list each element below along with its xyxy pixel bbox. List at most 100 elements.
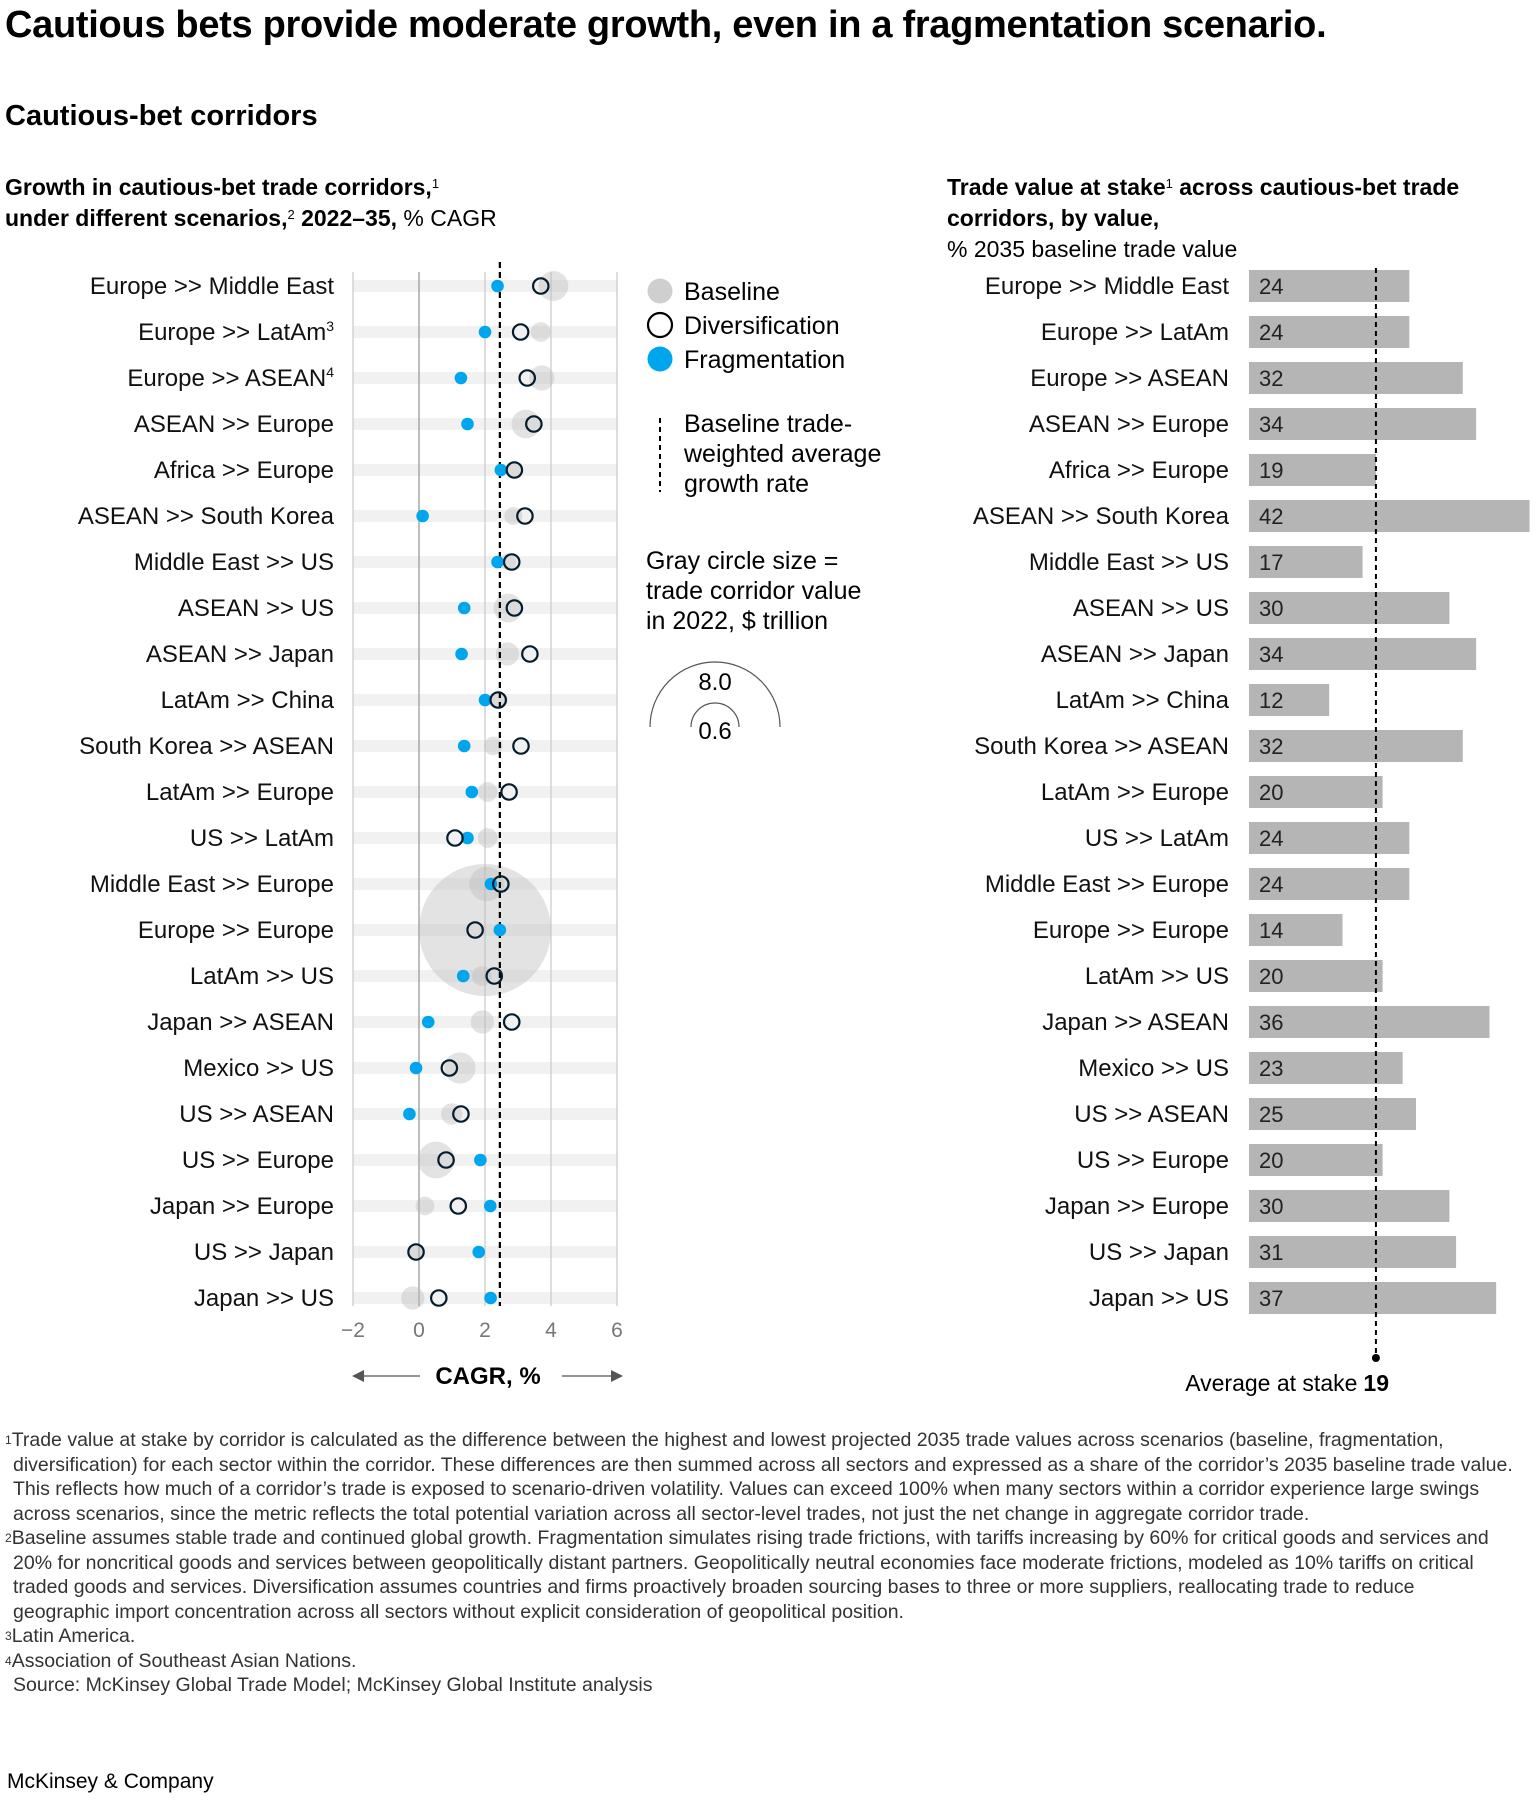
left-category-label: Japan >> Europe	[150, 1193, 334, 1220]
stake-bar	[1249, 1282, 1497, 1314]
baseline-point	[444, 1052, 476, 1084]
category-text: US >> LatAm	[190, 825, 334, 852]
stake-bar	[1249, 270, 1410, 302]
left-category-label: ASEAN >> US	[178, 595, 334, 622]
bar-value-label: 24	[1259, 826, 1283, 851]
category-text: Europe >> ASEAN	[127, 365, 326, 392]
left-title-part1: Growth in cautious-bet trade corridors,	[5, 174, 432, 200]
right-category-label: Mexico >> US	[1078, 1055, 1229, 1082]
baseline-point	[419, 864, 551, 996]
footnote-marker: 2	[5, 1531, 12, 1545]
left-category-label: US >> Japan	[194, 1239, 334, 1266]
right-title-part1: Trade value at stake	[947, 174, 1166, 200]
footnote-text: Latin America.	[11, 1625, 136, 1647]
legend-baseline-swatch	[647, 278, 673, 304]
left-category-label: Europe >> ASEAN4	[127, 364, 334, 392]
footnote-text: Association of Southeast Asian Nations.	[11, 1649, 357, 1672]
fragmentation-point	[472, 1245, 486, 1259]
right-category-label: Europe >> Europe	[1033, 917, 1229, 944]
fragmentation-point	[461, 417, 474, 431]
diversification-point	[531, 277, 550, 295]
legend-size-small-label: 0.6	[698, 718, 731, 745]
left-category-label: US >> Europe	[182, 1147, 334, 1174]
right-category-label: ASEAN >> Japan	[1041, 641, 1229, 668]
diversification-point	[525, 415, 543, 433]
baseline-point	[495, 642, 520, 666]
left-category-label: US >> LatAm	[190, 825, 334, 852]
footnote-ref: 2	[287, 207, 295, 222]
right-category-label: Europe >> LatAm	[1041, 319, 1229, 346]
right-category-label: LatAm >> China	[1056, 687, 1230, 714]
fragmentation-point	[484, 1291, 497, 1305]
stake-bar	[1249, 822, 1410, 854]
stake-bar	[1249, 546, 1363, 578]
fragmentation-point	[454, 371, 468, 385]
left-category-label: ASEAN >> Europe	[134, 411, 334, 438]
bar-value-label: 32	[1259, 366, 1283, 391]
category-text: LatAm >> Europe	[146, 779, 334, 806]
fragmentation-point	[478, 693, 492, 707]
footnote-ref: 3	[326, 318, 334, 334]
right-category-label: Japan >> Europe	[1045, 1193, 1229, 1220]
fragmentation-point	[474, 1153, 487, 1167]
fragmentation-point	[491, 555, 504, 569]
stake-bar	[1249, 1052, 1403, 1084]
category-text: Japan >> US	[194, 1285, 334, 1312]
fragmentation-point	[465, 785, 479, 799]
bar-value-label: 30	[1259, 1194, 1283, 1219]
footnote-4: 4Association of Southeast Asian Nations.	[5, 1649, 1515, 1674]
bar-value-label: 30	[1259, 596, 1283, 621]
footnote-ref: 1	[431, 176, 440, 191]
left-title-part2: under different scenarios,	[5, 205, 288, 231]
footnote-text: Trade value at stake by corridor is calc…	[11, 1429, 1513, 1525]
diversification-point	[452, 1105, 470, 1123]
bar-value-label: 23	[1259, 1056, 1283, 1081]
diversification-point	[485, 967, 504, 985]
footnote-ref: 4	[326, 364, 334, 380]
left-category-label: Japan >> US	[194, 1285, 334, 1312]
fragmentation-point	[403, 1107, 416, 1121]
right-category-label: South Korea >> ASEAN	[974, 733, 1229, 760]
arrow-left-icon	[352, 1370, 364, 1382]
bar-value-label: 20	[1259, 780, 1283, 805]
x-tick-label: 0	[413, 1319, 425, 1342]
legend-baseline-label: Baseline	[684, 278, 780, 306]
right-category-label: Europe >> Middle East	[985, 273, 1229, 300]
bar-value-label: 12	[1259, 688, 1283, 713]
right-category-label: Japan >> ASEAN	[1042, 1009, 1229, 1036]
right-category-label: US >> LatAm	[1085, 825, 1229, 852]
left-category-label: Mexico >> US	[183, 1055, 334, 1082]
baseline-point	[477, 828, 498, 848]
left-category-label: Middle East >> Europe	[90, 871, 334, 898]
stake-bar	[1249, 684, 1330, 716]
bar-value-label: 34	[1259, 642, 1283, 667]
bar-value-label: 24	[1259, 872, 1283, 897]
right-category-label: ASEAN >> Europe	[1029, 411, 1229, 438]
stake-bar	[1249, 638, 1477, 670]
legend-average-label: weighted average	[683, 440, 881, 468]
source-note: Source: McKinsey Global Trade Model; McK…	[13, 1674, 653, 1696]
baseline-point	[477, 782, 498, 802]
baseline-point	[471, 966, 492, 986]
footnote-marker: 3	[5, 1629, 12, 1643]
legend-average-label: growth rate	[684, 470, 809, 498]
left-category-label: Africa >> Europe	[154, 457, 334, 484]
bar-value-label: 31	[1259, 1240, 1283, 1265]
legend-fragmentation-swatch	[647, 346, 673, 372]
category-text: ASEAN >> South Korea	[78, 503, 335, 530]
right-title-unit: % 2035 baseline trade value	[947, 236, 1238, 262]
category-text: Europe >> Middle East	[90, 273, 334, 300]
stake-bar	[1249, 1144, 1383, 1176]
stake-bar	[1249, 960, 1383, 992]
category-text: ASEAN >> US	[178, 595, 334, 622]
baseline-point	[415, 1196, 435, 1216]
stake-bar	[1249, 1098, 1416, 1130]
diversification-point	[407, 1243, 425, 1261]
fragmentation-point	[493, 923, 507, 937]
baseline-point	[408, 1244, 425, 1260]
left-category-label: ASEAN >> Japan	[146, 641, 334, 668]
bar-value-label: 14	[1259, 918, 1283, 943]
stake-bar	[1249, 776, 1383, 808]
stake-bar	[1249, 408, 1477, 440]
bar-value-label: 25	[1259, 1102, 1283, 1127]
